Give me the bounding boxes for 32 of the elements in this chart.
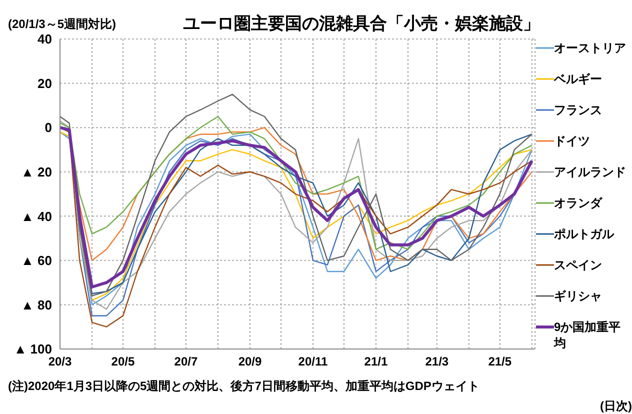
text: (注)2020年1月3日以降の5週間との対比、後方7日間移動平均、加重平均はGDPウェイト bbox=[8, 378, 480, 395]
x-tick-label: 20/9 bbox=[238, 354, 262, 369]
x-tick-label: 21/5 bbox=[488, 354, 512, 369]
x-tick-label: 20/11 bbox=[298, 354, 328, 369]
y-tick-label: ▲ 80 bbox=[21, 297, 52, 312]
x-tick-label: 20/5 bbox=[111, 354, 135, 369]
chart-title: ユーロ圏主要国の混雑具合「小売・娯楽施設」 bbox=[183, 13, 540, 35]
legend-label: 9か国加重平均 bbox=[554, 319, 622, 351]
x-tick-label: 20/7 bbox=[174, 354, 198, 369]
y-tick-label: 40 bbox=[38, 32, 52, 47]
line-series bbox=[60, 94, 532, 296]
legend-label: アイルランド bbox=[554, 164, 627, 180]
y-tick-label: ▲ 20 bbox=[21, 164, 52, 180]
x-tick-label: 20/3 bbox=[48, 354, 72, 369]
legend-label: スペイン bbox=[554, 257, 603, 273]
x-tick-label: 21/1 bbox=[364, 354, 388, 369]
legend-label: オランダ bbox=[554, 195, 604, 211]
y-tick-label: ▲ 60 bbox=[21, 253, 52, 268]
legend-label: ポルトガル bbox=[554, 226, 616, 242]
legend-label: ベルギー bbox=[554, 71, 603, 87]
legend-label: フランス bbox=[554, 102, 603, 118]
y-tick-label: ▲ 100 bbox=[14, 342, 52, 357]
y-axis-title: (20/1/3～5週間対比) bbox=[8, 16, 116, 33]
legend-label: ドイツ bbox=[554, 133, 591, 149]
y-tick-label: 0 bbox=[44, 120, 52, 136]
text: (日次) bbox=[600, 398, 632, 414]
legend-label: ギリシャ bbox=[554, 288, 603, 304]
x-tick-label: 21/3 bbox=[425, 354, 449, 369]
legend-label: オーストリア bbox=[554, 40, 627, 56]
y-tick-label: 20 bbox=[38, 76, 52, 91]
y-tick-label: ▲ 40 bbox=[21, 208, 52, 224]
line-series bbox=[60, 116, 532, 250]
